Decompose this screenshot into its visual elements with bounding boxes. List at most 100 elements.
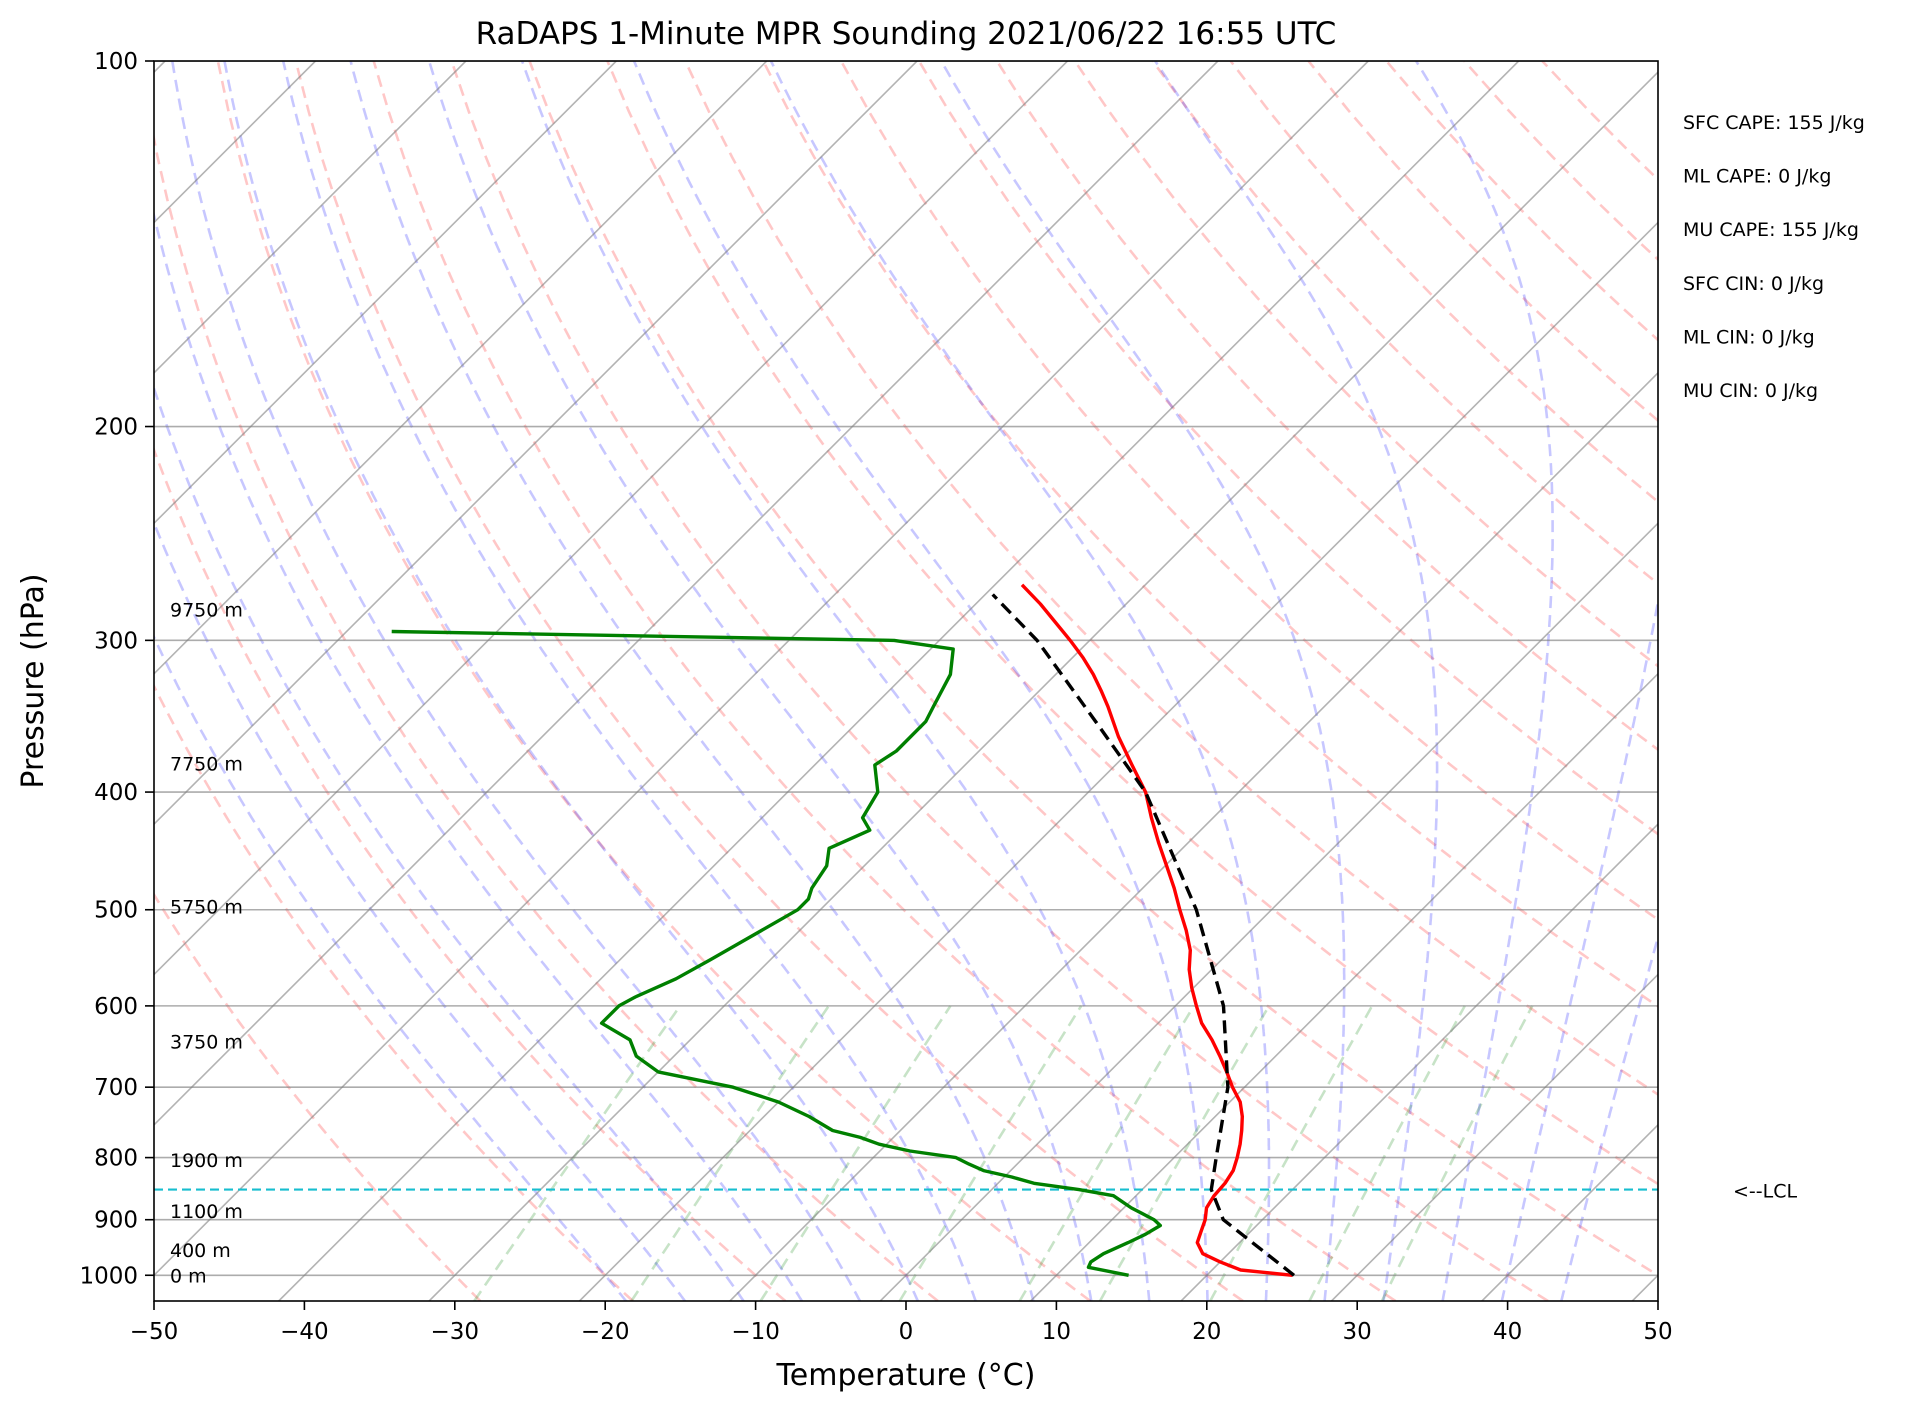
moist-adiabat (349, 61, 1035, 1301)
isotherm (729, 371, 1658, 1301)
x-tick-label: 30 (1343, 1319, 1372, 1345)
plot-frame (153, 60, 1659, 1302)
mixing-ratio-line (759, 1005, 952, 1301)
y-tick-label: 700 (94, 1075, 138, 1101)
dry-adiabat (762, 61, 1658, 1008)
y-tick-label: 800 (94, 1146, 138, 1172)
dry-adiabat (372, 61, 1397, 1301)
moist-adiabat (632, 61, 1209, 1301)
stability-index: SFC CIN: 0 J/kg (1683, 273, 1824, 295)
y-tick-label: 600 (94, 994, 138, 1020)
y-tick-label: 900 (94, 1208, 138, 1234)
dewpoint-profile (391, 629, 1162, 1277)
x-tick-label: 40 (1493, 1319, 1522, 1345)
height-label: 1900 m (170, 1150, 243, 1172)
chart-title: RaDAPS 1-Minute MPR Sounding 2021/06/22 … (476, 16, 1337, 52)
y-tick-label: 300 (94, 628, 138, 654)
dry-adiabat (294, 61, 1244, 1301)
mixing-ratio-line (1018, 1005, 1195, 1301)
x-tick-label: −10 (731, 1319, 780, 1345)
moist-adiabat (171, 61, 862, 1301)
moist-adiabat (520, 61, 1151, 1301)
isotherm (879, 522, 1658, 1301)
moist-adiabat (1154, 61, 1439, 1301)
height-label: 400 m (170, 1240, 231, 1262)
moist-adiabat (154, 519, 687, 1301)
isotherm (154, 61, 1219, 1127)
temperature-profile (1020, 583, 1293, 1277)
dry-adiabat (1073, 61, 1658, 668)
isotherm (154, 61, 1069, 976)
x-tick-label: −50 (130, 1319, 179, 1345)
moist-adiabat (940, 61, 1346, 1301)
dry-adiabat (1151, 61, 1658, 586)
y-tick-label: 500 (94, 898, 138, 924)
height-label: 1100 m (170, 1201, 243, 1223)
dry-adiabat (1463, 61, 1658, 262)
isotherm (428, 70, 1658, 1301)
moist-adiabat (223, 61, 920, 1301)
dry-adiabat (528, 61, 1658, 1277)
y-axis-label: Pressure (hPa) (16, 573, 51, 788)
y-tick-label: 100 (94, 49, 138, 75)
moist-adiabat (281, 61, 978, 1301)
isotherm (154, 61, 1369, 1277)
mixing-ratio-line (898, 1005, 1083, 1301)
dry-adiabat (450, 61, 1549, 1301)
isotherm (0, 61, 15, 1301)
isotherm (154, 61, 617, 525)
x-tick-label: 0 (899, 1319, 914, 1345)
x-tick-label: −40 (280, 1319, 329, 1345)
x-axis-ticks: −50 −40 −30 −20 −10 0 10 20 30 40 50 (130, 1301, 1673, 1345)
dry-adiabat (606, 61, 1658, 1186)
y-axis-ticks: 1000 900 800 700 600 500 400 300 200 100 (79, 49, 154, 1289)
parcel-profile (991, 593, 1296, 1277)
y-tick-label: 1000 (79, 1263, 138, 1289)
height-label: 5750 m (170, 897, 243, 919)
moist-adiabat (154, 634, 628, 1301)
height-label: 7750 m (170, 754, 243, 776)
dry-adiabat (1385, 61, 1658, 342)
stability-index: ML CAPE: 0 J/kg (1683, 166, 1831, 188)
x-tick-label: −20 (581, 1319, 630, 1345)
isotherm (1631, 1274, 1658, 1301)
mixing-ratio-line (1380, 1005, 1534, 1301)
mixing-ratio-line (630, 1005, 830, 1301)
x-tick-label: −30 (431, 1319, 480, 1345)
height-labels: 0 m 400 m 1100 m 1900 m 3750 m 5750 m 7750 m 97… (170, 600, 243, 1288)
stability-index: ML CIN: 0 J/kg (1683, 326, 1815, 348)
moist-adiabat (154, 384, 746, 1301)
x-axis-label: Temperature (°C) (776, 1358, 1036, 1393)
y-tick-label: 200 (94, 415, 138, 441)
isotherm (1330, 973, 1658, 1301)
dry-adiabat (154, 446, 787, 1301)
moist-adiabat (769, 61, 1271, 1301)
x-tick-label: 50 (1643, 1319, 1672, 1345)
isotherm (578, 221, 1658, 1301)
moist-adiabat (154, 209, 804, 1301)
isotherm (154, 61, 467, 375)
dry-adiabat (1541, 61, 1658, 182)
moist-adiabat (1559, 932, 1658, 1301)
isotherm (278, 61, 1520, 1301)
isotherm (1481, 1123, 1658, 1301)
stability-indices: SFC CAPE: 155 J/kg ML CAPE: 0 J/kg MU CAPE… (1683, 112, 1865, 402)
moist-adiabat (1500, 594, 1658, 1301)
x-tick-label: 10 (1042, 1319, 1071, 1345)
x-tick-label: 20 (1192, 1319, 1221, 1345)
isotherm (154, 61, 768, 675)
moist-adiabat (427, 61, 1093, 1301)
mixing-ratio-line (473, 1005, 682, 1301)
mixing-ratio-line (1098, 1005, 1271, 1301)
dry-adiabat (154, 892, 482, 1301)
height-label: 3750 m (170, 1032, 243, 1054)
background-grid (0, 61, 1658, 1301)
isotherm (1180, 822, 1658, 1301)
stability-index: SFC CAPE: 155 J/kg (1683, 112, 1865, 134)
y-tick-label: 400 (94, 780, 138, 806)
lcl-label: <--LCL (1733, 1181, 1797, 1203)
height-label: 0 m (170, 1265, 207, 1287)
mixing-ratio-line (1209, 1005, 1374, 1301)
stability-index: MU CAPE: 155 J/kg (1683, 219, 1859, 241)
